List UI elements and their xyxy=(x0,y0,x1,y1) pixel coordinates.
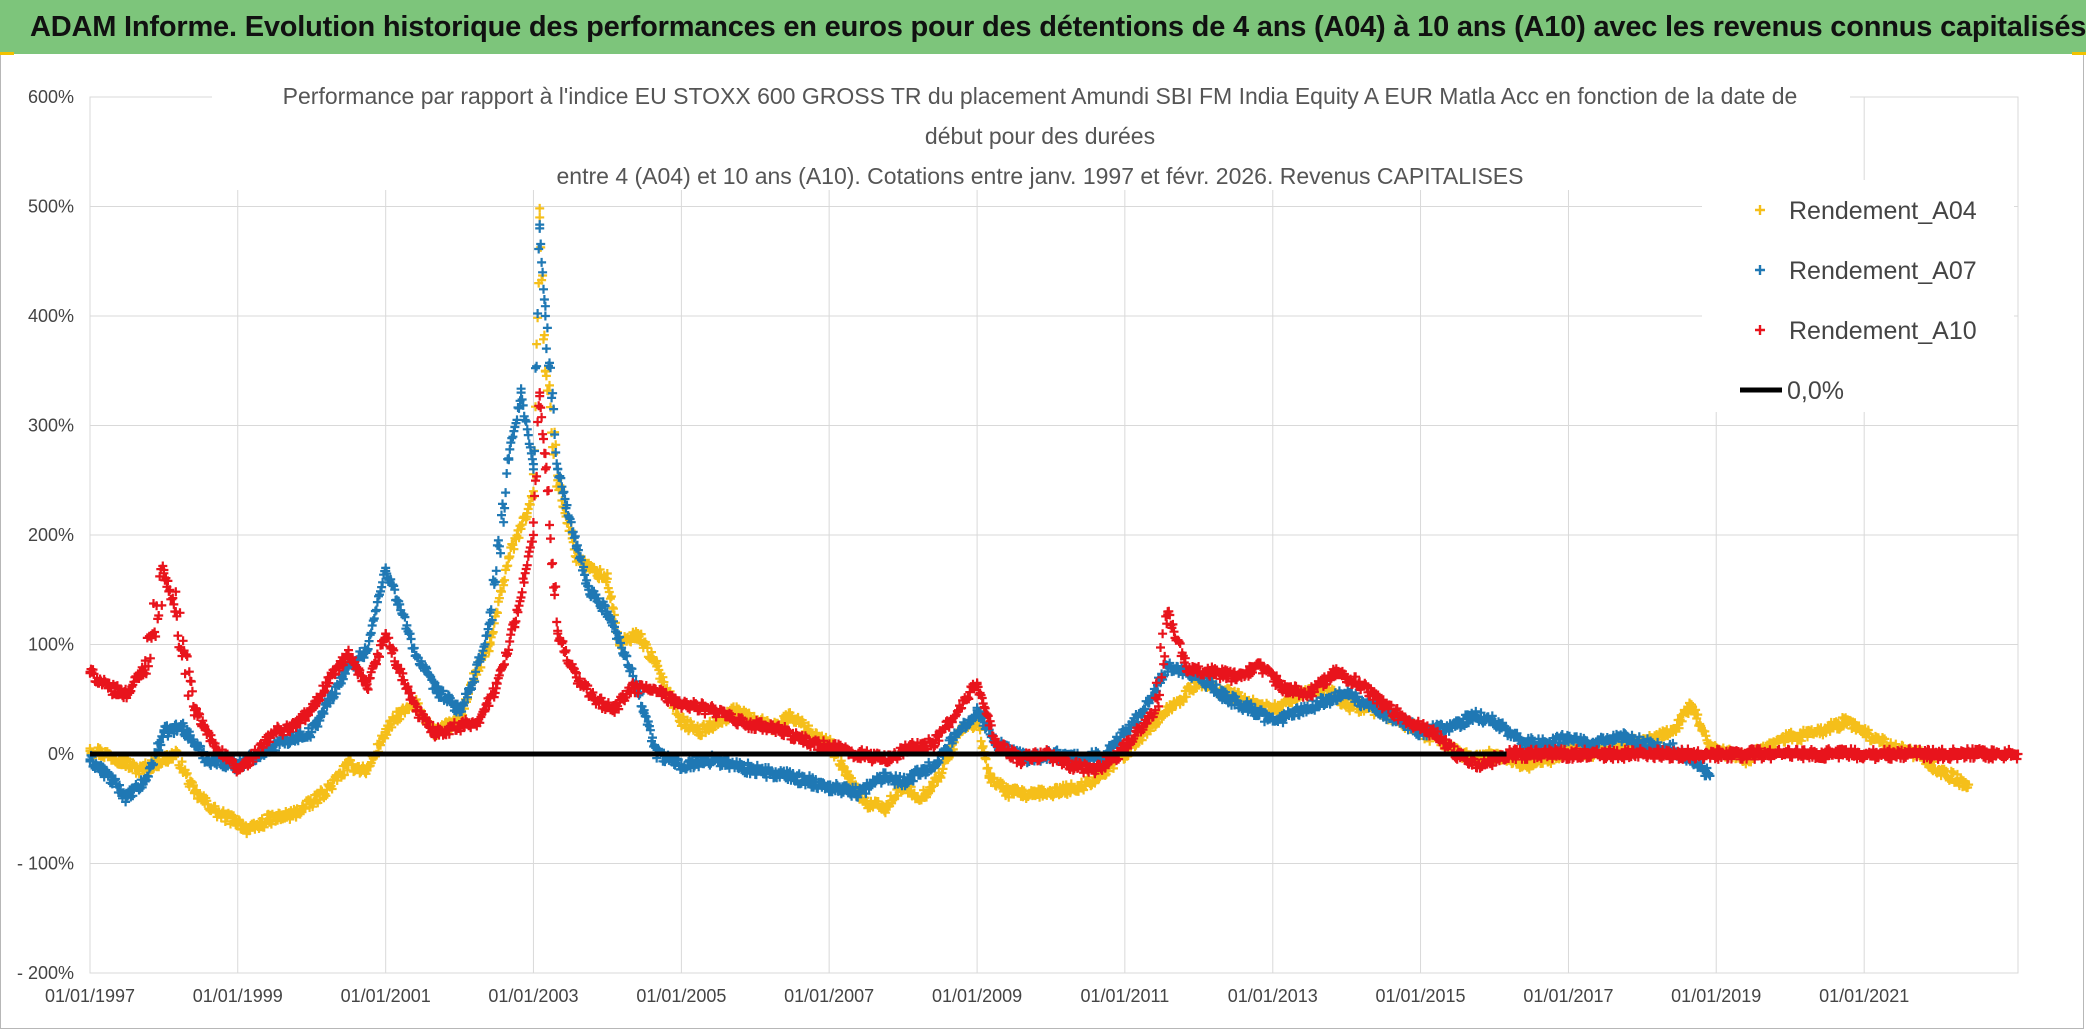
legend-label: 0,0% xyxy=(1787,377,1844,405)
data-point xyxy=(540,311,550,321)
title-background xyxy=(212,72,1850,190)
x-tick-label: 01/01/2007 xyxy=(784,986,874,1006)
x-tick-label: 01/01/1999 xyxy=(193,986,283,1006)
x-tick-label: 01/01/2013 xyxy=(1228,986,1318,1006)
x-tick-label: 01/01/2019 xyxy=(1671,986,1761,1006)
chart-legend: Rendement_A04 Rendement_A07 Rendement_A10 0… xyxy=(1740,197,1977,405)
y-tick-label: 100% xyxy=(28,635,74,655)
x-tick-label: 01/01/1997 xyxy=(45,986,135,1006)
x-tick-label: 01/01/2009 xyxy=(932,986,1022,1006)
x-axis-ticks: 01/01/1997 01/01/1999 01/01/2001 01/01/2003… xyxy=(45,986,1909,1006)
series-dense-markers xyxy=(85,220,1714,807)
y-tick-label: 0% xyxy=(48,744,74,764)
chart-title-line: Performance par rapport à l'indice EU ST… xyxy=(283,83,1798,109)
y-tick-label: 200% xyxy=(28,525,74,545)
series-rendement-a10 xyxy=(85,388,2023,779)
legend-background xyxy=(1702,180,2014,412)
report-title: ADAM Informe. Evolution historique des p… xyxy=(30,10,2086,43)
legend-marker xyxy=(1755,205,1765,215)
x-tick-label: 01/01/2015 xyxy=(1375,986,1465,1006)
legend-marker xyxy=(1755,265,1765,275)
series-dense-markers xyxy=(85,203,1973,839)
x-tick-label: 01/01/2005 xyxy=(636,986,726,1006)
y-tick-label: 300% xyxy=(28,416,74,436)
y-tick-label: 500% xyxy=(28,197,74,217)
banner-accent-right xyxy=(2072,52,2086,55)
chart-title: Performance par rapport à l'indice EU ST… xyxy=(283,83,1798,189)
report-banner: ADAM Informe. Evolution historique des p… xyxy=(0,0,2086,54)
legend-label: Rendement_A07 xyxy=(1789,257,1977,285)
y-tick-label: 600% xyxy=(28,87,74,107)
legend-label: Rendement_A04 xyxy=(1789,197,1977,225)
x-tick-label: 01/01/2011 xyxy=(1080,986,1169,1006)
chart-title-line: début pour des durées xyxy=(925,123,1155,149)
x-tick-label: 01/01/2021 xyxy=(1819,986,1909,1006)
x-tick-label: 01/01/2003 xyxy=(488,986,578,1006)
chart-title-line: entre 4 (A04) et 10 ans (A10). Cotations… xyxy=(557,163,1524,189)
series-rendement-a04 xyxy=(85,203,1974,839)
y-axis-ticks: 600% 500% 400% 300% 200% 100% 0% - 100% - 200% xyxy=(17,87,74,983)
y-tick-label: 400% xyxy=(28,306,74,326)
x-tick-label: 01/01/2001 xyxy=(341,986,431,1006)
x-tick-label: 01/01/2017 xyxy=(1523,986,1613,1006)
y-tick-label: - 100% xyxy=(17,854,74,874)
legend-label: Rendement_A10 xyxy=(1789,317,1977,345)
y-tick-label: - 200% xyxy=(17,963,74,983)
series-rendement-a07 xyxy=(85,220,1715,807)
series-dense-markers xyxy=(85,391,2022,779)
legend-marker xyxy=(1755,325,1765,335)
banner-accent-left xyxy=(0,52,14,55)
